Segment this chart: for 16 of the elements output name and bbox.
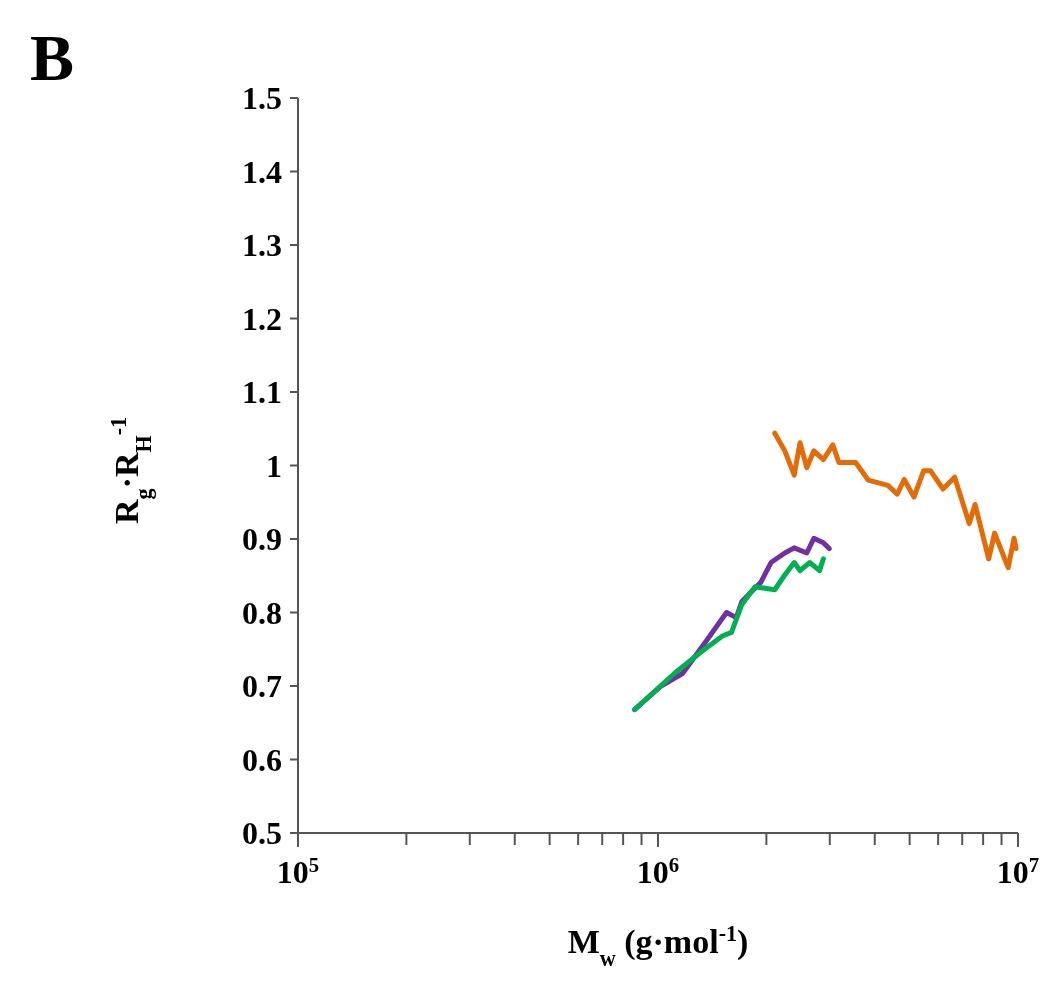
y-tick-label: 1.2 [242, 300, 282, 337]
y-tick-label: 0.6 [242, 741, 282, 778]
y-tick-label: 1.4 [242, 153, 282, 190]
y-tick-label: 1.5 [242, 80, 282, 117]
y-tick-label: 0.5 [242, 815, 282, 852]
y-tick-label: 1.1 [242, 374, 282, 411]
x-axis-title: M$_{w}$ (g·mol$^{-1}$) [567, 920, 749, 971]
y-tick-label: 0.9 [242, 521, 282, 558]
x-tick-label: 10$^{5}$ [276, 852, 320, 890]
y-tick-label: 1.3 [242, 227, 282, 264]
y-tick-label: 0.7 [242, 668, 282, 705]
y-tick-label: 1 [266, 447, 282, 484]
y-tick-label: 0.8 [242, 594, 282, 631]
x-tick-label: 10$^{6}$ [636, 852, 680, 890]
chart-title: B [30, 21, 75, 94]
x-tick-label: 10$^{7}$ [996, 852, 1040, 890]
